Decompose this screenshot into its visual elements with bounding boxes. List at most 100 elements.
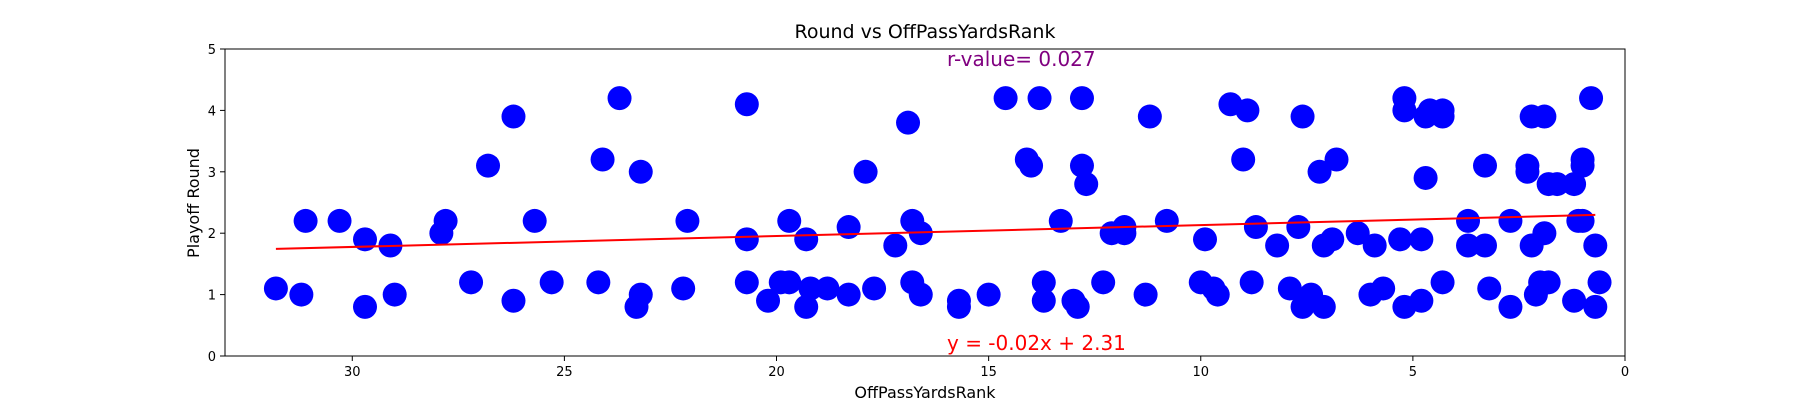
data-point [1587,270,1612,295]
data-point [1583,233,1608,258]
y-tick-label: 0 [208,350,216,365]
data-point [1392,86,1417,111]
data-point [1388,227,1413,252]
data-point [1579,86,1604,111]
data-point [815,276,840,301]
data-point [1019,153,1044,178]
data-point [853,159,878,184]
data-point [1515,153,1540,178]
data-point [1243,215,1268,240]
data-point [433,208,458,233]
data-point [1286,215,1311,240]
data-point [1430,98,1455,123]
data-point [1456,208,1481,233]
data-point [675,208,700,233]
data-point [501,288,526,313]
data-point [1562,172,1587,197]
data-point [353,227,377,252]
data-point [1409,227,1434,252]
data-point [1311,294,1336,319]
data-point [1456,233,1481,258]
data-point [1320,227,1345,252]
y-tick-label: 3 [208,166,216,181]
data-point [1545,172,1570,197]
data-point [327,208,352,233]
data-point [1193,227,1217,252]
data-point [1265,233,1290,258]
data-point [836,215,861,240]
y-tick-label: 2 [208,227,216,242]
chart-title: Round vs OffPassYardsRank [795,21,1056,43]
data-point [734,270,759,295]
data-point [1231,147,1256,172]
data-point [734,92,759,117]
x-axis-label: OffPassYardsRank [854,383,996,400]
data-point [1409,288,1434,313]
data-point [1069,153,1094,178]
data-point [1498,208,1523,233]
y-axis-label: Playoff Round [184,148,203,258]
data-point [1031,288,1056,313]
data-point [1154,208,1179,233]
data-point [756,288,781,313]
data-point [1570,147,1595,172]
data-point [883,233,908,258]
data-point [777,208,802,233]
data-point [607,86,632,111]
x-tick-label: 5 [1409,365,1417,380]
data-point [476,153,501,178]
data-point [1031,270,1056,295]
data-point [1069,86,1094,111]
data-point [798,276,823,301]
data-point [1583,294,1608,319]
data-point [1473,233,1497,258]
data-point [777,270,802,295]
data-point [1413,165,1438,190]
data-point [501,104,526,129]
data-point [1345,221,1370,246]
y-tick-label: 4 [208,104,216,119]
data-point [993,86,1018,111]
data-point [1562,288,1587,313]
data-point [836,282,861,307]
x-tick-label: 10 [1192,365,1209,380]
data-point [1307,159,1332,184]
data-point [1235,98,1260,123]
data-point [289,282,314,307]
data-point [586,270,611,295]
regression-line [275,213,1596,250]
y-tick-label: 1 [208,289,216,304]
data-point [1137,104,1162,129]
x-tick-label: 25 [556,365,573,380]
data-point [539,270,564,295]
y-axis-ticks: 0 1 2 3 4 5 [208,43,225,365]
data-point [1324,147,1349,172]
data-point [1048,208,1073,233]
data-point [628,159,653,184]
x-tick-label: 30 [344,365,361,380]
data-point [1133,282,1158,307]
data-point [1498,294,1523,319]
data-point [896,110,921,135]
data-point [1430,270,1455,295]
data-point [1536,270,1561,295]
x-tick-label: 20 [768,365,785,380]
data-point [908,282,933,307]
data-point [976,282,1001,307]
plot-area: 30 25 20 15 10 5 0 0 1 2 3 4 5 [208,43,1629,380]
data-point [590,147,615,172]
data-point [1239,270,1264,295]
y-tick-label: 5 [208,43,216,58]
data-point [1027,86,1052,111]
data-point [946,288,971,313]
data-point [1532,104,1557,129]
data-point [1205,282,1230,307]
data-points [263,86,1612,319]
x-tick-label: 0 [1621,365,1629,380]
r-value-annotation: r-value= 0.027 [947,47,1096,71]
data-point [382,282,407,307]
data-point [1290,104,1315,129]
data-point [1570,208,1595,233]
x-axis-ticks: 30 25 20 15 10 5 0 [344,356,1629,380]
